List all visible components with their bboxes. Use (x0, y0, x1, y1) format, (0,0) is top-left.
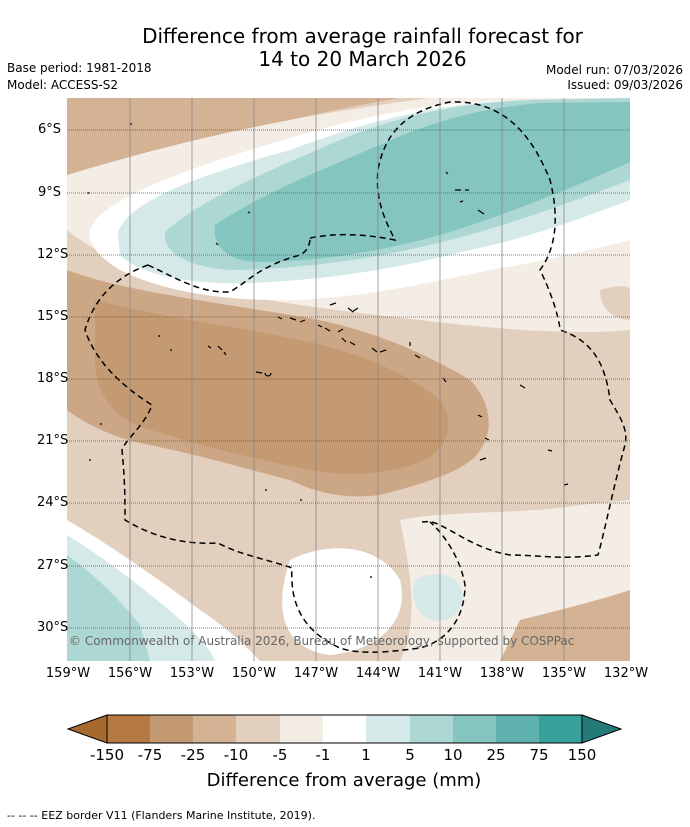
shade-north-brown (67, 98, 400, 200)
colorbar-seg-1 (107, 715, 150, 743)
cb-label-11: 75 (529, 746, 549, 764)
map-grid (129, 98, 565, 661)
model-run-date: Model run: 07/03/2026 (545, 63, 683, 77)
lon-label-150w: 150°W (231, 666, 277, 681)
lon-label-141w: 141°W (417, 666, 463, 681)
lon-label-132w: 132°W (603, 666, 649, 681)
base-period: Base period: 1981-2018 (7, 61, 152, 75)
cb-label-1: -150 (89, 746, 125, 764)
lat-label-30s: 30°S (37, 620, 69, 635)
lat-label-27s: 27°S (37, 558, 69, 573)
cb-label-12: 150 (567, 746, 597, 764)
shade-sw-wet-2 (67, 555, 150, 661)
colorbar-arrow-low (66, 714, 108, 744)
shade-southeast-dry (500, 590, 630, 661)
cb-label-9: 10 (443, 746, 463, 764)
lon-label-159w: 159°W (45, 666, 91, 681)
eez-border-3 (84, 264, 466, 653)
lon-label-138w: 138°W (479, 666, 525, 681)
shade-east-patch (600, 286, 630, 320)
lat-label-15s: 15°S (37, 309, 69, 324)
colorbar-seg-4 (236, 715, 280, 743)
lon-label-147w: 147°W (293, 666, 339, 681)
eez-legend-footer: -- -- -- EEZ border V11 (Flanders Marine… (7, 809, 316, 822)
lat-label-12s: 12°S (37, 247, 69, 262)
lon-label-144w: 144°W (355, 666, 401, 681)
title-line-1: Difference from average rainfall forecas… (142, 24, 583, 48)
issued-date: Issued: 09/03/2026 (567, 78, 683, 92)
lon-label-153w: 153°W (169, 666, 215, 681)
colorbar-seg-3 (193, 715, 236, 743)
lat-label-21s: 21°S (37, 433, 69, 448)
cb-label-7: 1 (361, 746, 371, 764)
colorbar-seg-9 (453, 715, 496, 743)
lon-label-156w: 156°W (107, 666, 153, 681)
colorbar-seg-7 (366, 715, 410, 743)
colorbar-seg-6 (323, 715, 366, 743)
shade-sc-wet (413, 574, 463, 621)
cb-label-2: -75 (137, 746, 163, 764)
colorbar-title: Difference from average (mm) (206, 770, 482, 791)
title-line-2: 14 to 20 March 2026 (258, 47, 467, 71)
lat-label-9s: 9°S (37, 185, 61, 200)
islands (87, 123, 569, 578)
cb-label-8: 5 (405, 746, 415, 764)
lat-label-18s: 18°S (37, 371, 69, 386)
map-field (67, 98, 630, 661)
cb-label-10: 25 (486, 746, 506, 764)
cb-label-3: -25 (180, 746, 206, 764)
colorbar-seg-8 (410, 715, 453, 743)
eez-border-2 (147, 237, 311, 293)
shade-wet-3 (214, 102, 630, 262)
lat-label-6s: 6°S (37, 122, 61, 137)
colorbar (66, 714, 623, 744)
cb-label-6: -1 (315, 746, 331, 764)
colorbar-seg-11 (539, 715, 582, 743)
cb-label-5: -5 (272, 746, 288, 764)
colorbar-seg-5 (280, 715, 323, 743)
colorbar-arrow-high (581, 714, 623, 744)
cb-label-4: -10 (223, 746, 249, 764)
shade-dry-core (95, 300, 449, 474)
colorbar-seg-2 (150, 715, 193, 743)
copyright-notice: © Commonwealth of Australia 2026, Bureau… (69, 634, 575, 648)
lon-label-135w: 135°W (541, 666, 587, 681)
model-name: Model: ACCESS-S2 (7, 78, 119, 92)
eez-border-1 (309, 101, 627, 558)
colorbar-seg-10 (496, 715, 539, 743)
lat-label-24s: 24°S (37, 495, 69, 510)
